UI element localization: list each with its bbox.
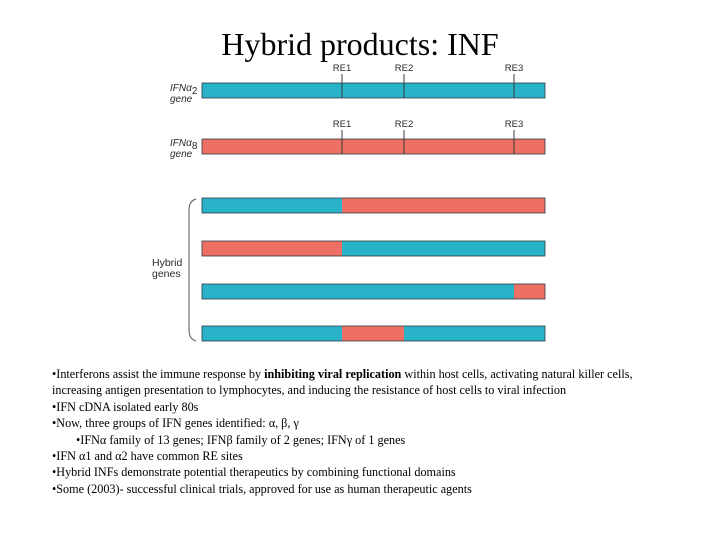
hybrid-bar-outline <box>201 283 546 300</box>
gene-bar <box>201 82 546 99</box>
re-label: RE3 <box>505 119 523 130</box>
notes-list: •Interferons assist the immune response … <box>52 366 652 497</box>
note-item: •IFNα family of 13 genes; IFNβ family of… <box>76 432 406 447</box>
re-label: RE1 <box>333 63 351 74</box>
gene-bar <box>201 138 546 155</box>
hybrid-segment <box>404 326 545 341</box>
note-emphasis: inhibiting viral replication <box>264 367 402 381</box>
hybrid-gene-4 <box>201 325 546 342</box>
re-label: RE2 <box>395 119 413 130</box>
hybrid-bracket <box>188 198 197 342</box>
re-label: RE1 <box>333 119 351 130</box>
hybrid-segment <box>342 326 404 341</box>
hybrid-genes-label: genes <box>152 268 181 280</box>
hybrid-segment <box>202 284 514 299</box>
hybrid-gene-1 <box>201 197 546 214</box>
gene-label-name: IFNα <box>170 138 192 149</box>
note-item: •IFN cDNA isolated early 80s <box>52 399 199 414</box>
hybrid-segment <box>202 326 342 341</box>
gene-label-name: IFNα <box>170 83 192 94</box>
gene-label-subscript: 8 <box>192 141 198 152</box>
hybrid-bar-outline <box>201 197 546 214</box>
hybrid-genes-label: Hybrid <box>152 257 183 269</box>
hybrid-gene-3 <box>201 283 546 300</box>
hybrid-segment <box>342 198 545 213</box>
note-text: within host cells, activating natural ki… <box>52 367 633 398</box>
note-item: •Now, three groups of IFN genes identifi… <box>52 416 299 431</box>
re-label: RE2 <box>395 63 413 74</box>
gene-label-subscript: 2 <box>192 86 198 97</box>
hybrid-segment <box>514 284 545 299</box>
hybrid-segment <box>202 198 342 213</box>
hybrid-segment <box>202 241 342 256</box>
gene-label: IFNα2 <box>170 83 198 97</box>
hybrid-segment <box>342 241 545 256</box>
hybrid-bar-outline <box>201 325 546 342</box>
hybrid-bar-outline <box>201 240 546 257</box>
note-item: •Hybrid INFs demonstrate potential thera… <box>52 465 456 480</box>
gene-label-line2: gene <box>170 149 193 160</box>
gene-label-line2: gene <box>170 94 193 105</box>
slide-title: Hybrid products: INF <box>221 26 499 62</box>
note-item: •IFN α1 and α2 have common RE sites <box>52 449 243 464</box>
note-item: •Some (2003)- successful clinical trials… <box>52 481 472 496</box>
hybrid-gene-2 <box>201 240 546 257</box>
note-text: •Interferons assist the immune response … <box>52 367 265 381</box>
gene-label: IFNα8 <box>170 138 198 152</box>
note-item: •Interferons assist the immune response … <box>52 366 652 399</box>
re-label: RE3 <box>505 63 523 74</box>
